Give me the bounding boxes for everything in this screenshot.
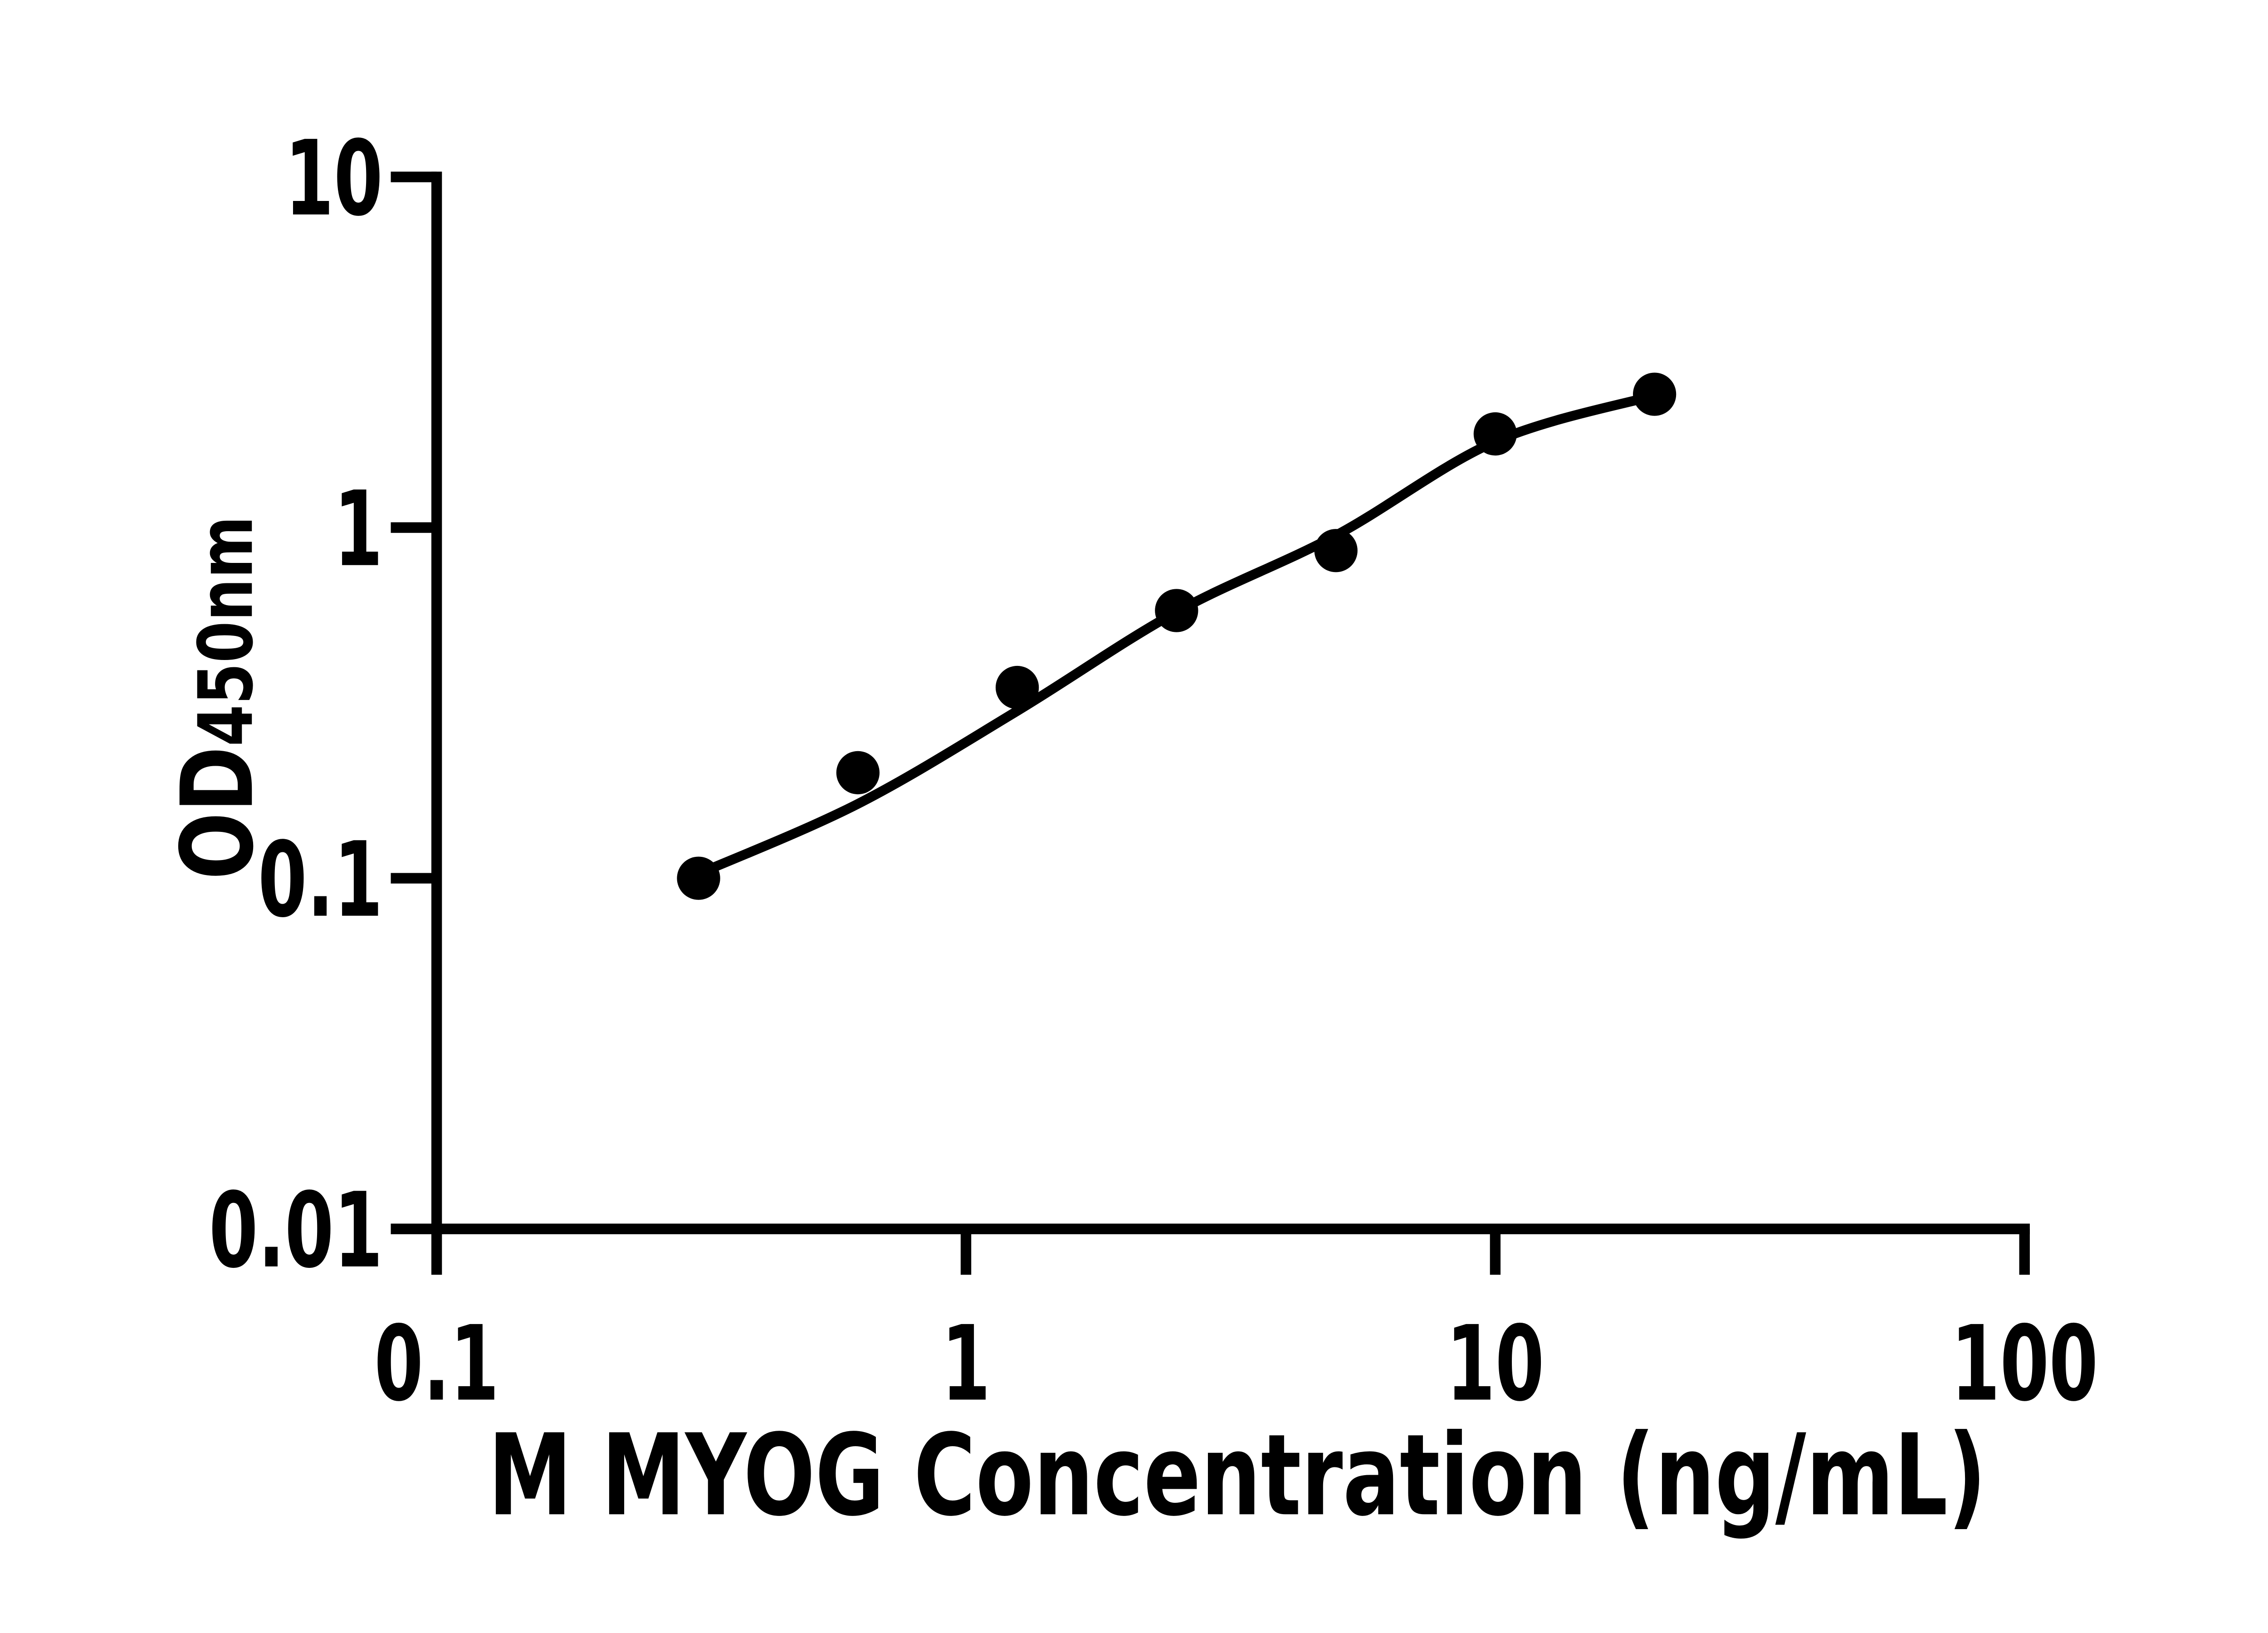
x-tick-label-0.1: 0.1 xyxy=(374,1304,499,1424)
y-tick-label-0.1: 0.1 xyxy=(258,820,383,940)
data-point xyxy=(995,665,1039,709)
x-axis-ticks xyxy=(431,1229,2030,1275)
data-points-layer xyxy=(677,372,1677,900)
y-axis-tick-labels: 10 1 0.1 0.01 xyxy=(209,119,383,1291)
x-axis-tick-labels: 0.1 1 10 100 xyxy=(374,1304,2098,1424)
plot-background xyxy=(0,22,2268,1611)
data-point xyxy=(836,751,880,795)
x-axis-title: M MYOG Concentration (ng/mL) xyxy=(488,1410,1986,1541)
y-axis-title: OD450nm xyxy=(160,516,275,880)
x-tick-label-10: 10 xyxy=(1446,1304,1544,1424)
data-point xyxy=(1473,412,1517,456)
y-axis-title-main: OD xyxy=(160,746,275,880)
y-axis-ticks xyxy=(391,171,437,1234)
data-point xyxy=(1314,529,1358,572)
y-tick-label-0.01: 0.01 xyxy=(209,1171,383,1291)
x-tick-label-100: 100 xyxy=(1951,1304,2098,1424)
y-axis-title-subscript: 450nm xyxy=(183,516,270,746)
axes xyxy=(431,171,2030,1234)
x-tick-label-1: 1 xyxy=(941,1304,990,1424)
y-tick-label-10: 10 xyxy=(285,119,383,239)
data-point xyxy=(677,856,720,900)
y-tick-label-1: 1 xyxy=(334,469,383,590)
data-point xyxy=(1633,372,1677,416)
data-point xyxy=(1155,589,1198,632)
